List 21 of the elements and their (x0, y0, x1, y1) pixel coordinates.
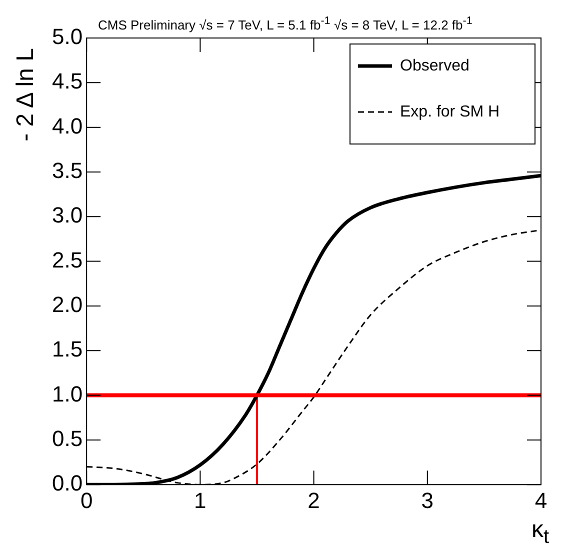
y-tick-label: 3.0 (52, 202, 83, 228)
x-tick-label: 2 (308, 488, 320, 513)
y-tick-label: 4.5 (52, 68, 83, 94)
x-tick-label: 4 (534, 488, 548, 513)
legend-label: Exp. for SM H (400, 103, 500, 120)
x-axis-title: κ$_{t}$ (531, 516, 549, 548)
y-tick-label: 1.5 (52, 336, 83, 362)
x-tick-label: 0 (80, 488, 93, 513)
x-tick-label: 1 (194, 488, 206, 513)
y-tick-label: 4.0 (52, 113, 83, 138)
y-axis-title: - 2 Δ ln L (12, 48, 39, 142)
y-tick-label: 2.5 (52, 247, 83, 272)
x-tick-label: 3 (421, 488, 434, 513)
y-tick-label: 3.5 (52, 158, 83, 184)
y-tick-label: 2.0 (52, 292, 83, 318)
y-tick-label: 0.0 (52, 470, 83, 496)
y-tick-label: 1.0 (52, 381, 83, 406)
y-tick-label: 0.5 (52, 426, 83, 452)
legend-label: Observed (400, 57, 470, 74)
y-tick-label: 5.0 (52, 24, 83, 50)
chart-title: CMS Preliminary √s = 7 TeV, L = 5.1 fb$^{-1}$ √s = 8 TeV, L = 12.2 fb$^{-1}$ (98, 15, 472, 32)
